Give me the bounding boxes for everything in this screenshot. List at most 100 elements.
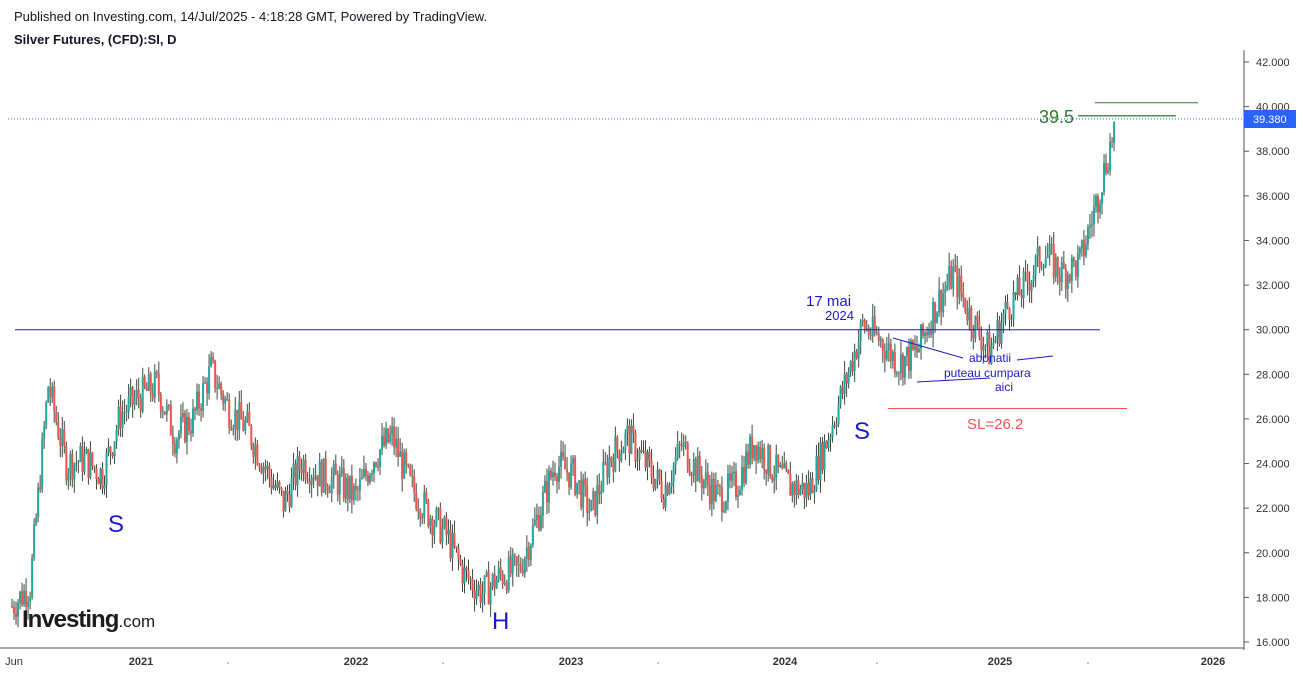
candle-body <box>1074 261 1077 277</box>
candle-body <box>624 432 627 450</box>
candle-body <box>360 476 363 480</box>
candle-body <box>31 557 34 598</box>
candle-body <box>960 275 963 293</box>
candle-body <box>198 391 201 409</box>
candle-body <box>192 408 194 434</box>
candle-body <box>1090 223 1093 226</box>
candle-body <box>648 451 651 461</box>
candle-body <box>427 500 430 527</box>
candle-body <box>988 332 991 365</box>
candle-body <box>344 477 347 499</box>
candle-body <box>497 567 500 580</box>
candle-body <box>346 477 349 499</box>
candle-body <box>950 265 953 289</box>
candle-body <box>429 518 432 527</box>
candle-body <box>570 463 573 488</box>
candle-body <box>712 478 715 502</box>
candle-body <box>290 477 293 507</box>
candle-body <box>1097 196 1099 213</box>
candle-body <box>899 354 902 373</box>
candle-body <box>194 408 197 411</box>
note-line2: puteau cumpara <box>944 366 1031 380</box>
candle-body <box>891 352 894 362</box>
candle-body <box>940 290 943 313</box>
candle-body <box>831 425 834 438</box>
candle-body <box>602 461 605 492</box>
candle-body <box>129 387 132 397</box>
candle-body <box>962 292 965 298</box>
candle-body <box>338 473 341 495</box>
candle-body <box>189 430 192 434</box>
candle-body <box>425 492 428 501</box>
candle-body <box>69 454 72 474</box>
candle-body <box>485 572 488 576</box>
candle-body <box>316 475 319 487</box>
candle-body <box>901 354 904 378</box>
candle-body <box>284 490 287 512</box>
candle-body <box>417 509 420 511</box>
candle-body <box>990 345 993 365</box>
candle-body <box>477 584 480 591</box>
candle-body <box>383 435 386 446</box>
candle-body <box>131 387 134 405</box>
candle-body <box>730 473 733 481</box>
candle-body <box>783 463 786 469</box>
candle-body <box>43 426 46 439</box>
candle-body <box>143 376 146 387</box>
candle-body <box>652 477 655 489</box>
candle-body <box>314 475 317 480</box>
candle-body <box>636 460 639 462</box>
shoulder-left-label: S <box>108 511 124 538</box>
candle-body <box>101 468 104 489</box>
candle-body <box>765 469 768 474</box>
candle-body <box>903 356 906 378</box>
candle-body <box>511 554 514 574</box>
candle-body <box>53 386 56 412</box>
candle-body <box>407 464 410 466</box>
candle-body <box>966 311 969 321</box>
candle-body <box>163 411 166 415</box>
candle-body <box>952 266 955 289</box>
candle-body <box>151 393 154 398</box>
candle-body <box>350 475 353 501</box>
logo-suffix-text: .com <box>118 612 156 631</box>
candle-body <box>167 405 170 407</box>
candle-body <box>1113 122 1116 143</box>
y-tick-label: 16.000 <box>1256 637 1290 649</box>
candle-body <box>51 386 54 398</box>
candle-body <box>1040 267 1043 269</box>
candle-body <box>531 525 534 546</box>
candle-body <box>1092 206 1095 224</box>
candle-body <box>706 472 709 486</box>
candle-body <box>234 409 237 429</box>
candle-body <box>594 491 597 515</box>
candle-body <box>913 346 916 350</box>
candle-body <box>27 601 30 607</box>
candle-body <box>551 472 554 478</box>
candle-body <box>883 351 886 360</box>
candle-body <box>266 465 269 470</box>
candle-body <box>368 474 371 483</box>
candle-body <box>660 481 663 499</box>
candle-body <box>258 464 261 468</box>
candle-body <box>978 320 981 338</box>
candle-body <box>1062 262 1065 269</box>
candle-body <box>107 446 110 453</box>
candle-body <box>618 450 621 461</box>
candle-body <box>348 475 351 499</box>
candle-body <box>529 545 532 560</box>
candle-body <box>385 428 388 446</box>
candle-body <box>851 361 854 372</box>
candle-body <box>761 448 764 460</box>
candle-body <box>592 491 595 501</box>
candle-body <box>739 489 742 495</box>
candle-body <box>487 572 490 605</box>
candle-body <box>523 558 526 574</box>
candle-body <box>1014 292 1017 296</box>
candle-body <box>318 461 321 487</box>
candle-body <box>135 389 138 399</box>
candle-body <box>254 444 257 458</box>
candle-body <box>986 332 989 346</box>
candle-body <box>161 411 164 413</box>
candle-body <box>771 476 774 481</box>
